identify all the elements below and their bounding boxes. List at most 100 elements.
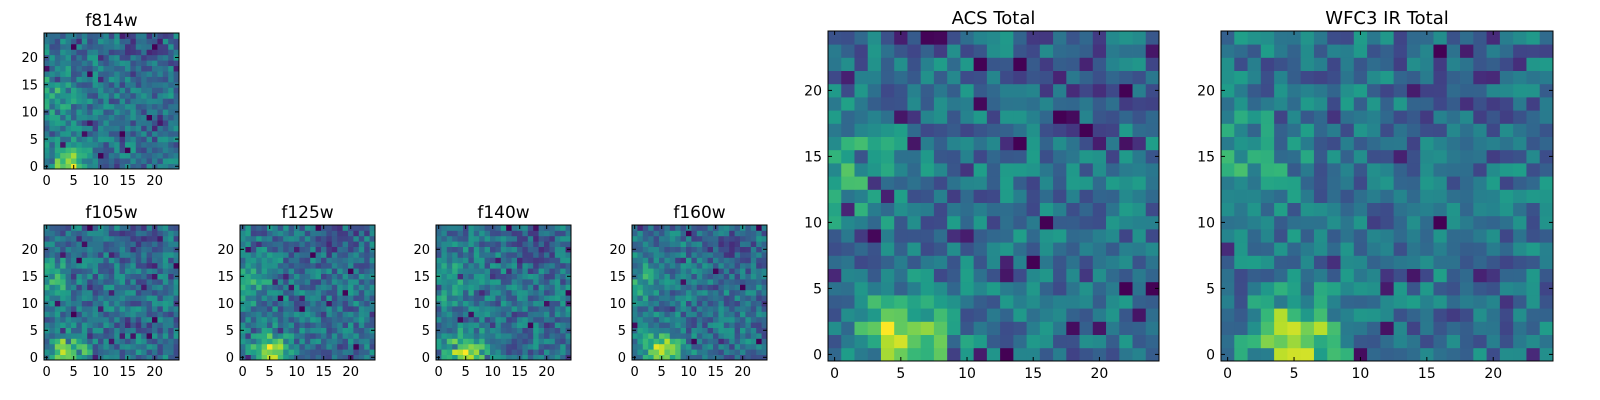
heatmap-cell xyxy=(108,141,115,148)
heatmap-cell xyxy=(463,252,469,258)
heatmap-cell xyxy=(294,306,300,312)
heatmap-cell xyxy=(1106,70,1120,85)
heatmap-cell xyxy=(152,252,158,258)
heatmap-cell xyxy=(173,43,180,50)
heatmap-cell xyxy=(680,235,687,242)
heatmap-cell xyxy=(261,257,268,264)
heatmap-cell xyxy=(544,322,550,328)
heatmap-cell xyxy=(1000,268,1014,283)
heatmap-cell xyxy=(680,289,687,296)
heatmap-cell xyxy=(1106,31,1120,45)
heatmap-cell xyxy=(369,349,376,355)
heatmap-cell xyxy=(740,306,746,312)
heatmap-cell xyxy=(723,333,730,339)
heatmap-cell xyxy=(1092,44,1107,58)
heatmap-cell xyxy=(119,125,126,132)
heatmap-cell xyxy=(1513,176,1527,190)
heatmap-cell xyxy=(44,316,50,323)
heatmap-cell xyxy=(245,306,252,312)
heatmap-cell xyxy=(92,60,99,67)
heatmap-cell xyxy=(1039,295,1054,309)
heatmap-cell xyxy=(675,343,681,350)
heatmap-cell xyxy=(146,273,153,280)
heatmap-cell xyxy=(98,158,104,164)
heatmap-cell xyxy=(310,338,316,345)
heatmap-cell xyxy=(92,225,99,231)
heatmap-cell xyxy=(81,225,88,231)
heatmap-cell xyxy=(250,284,257,291)
heatmap-cell xyxy=(261,273,268,280)
heatmap-cell xyxy=(162,268,169,274)
heatmap-cell xyxy=(65,136,72,143)
heatmap-cell xyxy=(1260,176,1275,190)
heatmap-cell xyxy=(1000,123,1014,137)
heatmap-cell xyxy=(65,338,72,345)
heatmap-cell xyxy=(348,322,354,328)
heatmap-cell xyxy=(272,284,279,291)
heatmap-cell xyxy=(653,306,660,312)
heatmap-cell xyxy=(168,225,174,231)
heatmap-cell xyxy=(675,279,681,285)
heatmap-cell xyxy=(511,338,518,345)
heatmap-cell xyxy=(173,125,180,132)
heatmap-cell xyxy=(750,268,757,274)
heatmap-cell xyxy=(1353,308,1368,322)
heatmap-cell xyxy=(173,295,180,301)
heatmap-cell xyxy=(718,300,725,307)
heatmap-cell xyxy=(256,333,262,339)
heatmap-cell xyxy=(81,268,88,274)
heatmap-cell xyxy=(484,311,491,318)
heatmap-cell xyxy=(544,241,550,247)
heatmap-cell xyxy=(103,130,110,137)
heatmap-cell xyxy=(310,295,316,301)
heatmap-cell xyxy=(272,349,279,355)
heatmap-cell xyxy=(1145,242,1160,256)
heatmap-cell xyxy=(1013,97,1027,111)
heatmap-cell xyxy=(1274,44,1288,58)
heatmap-cell xyxy=(463,279,469,285)
heatmap-cell xyxy=(331,257,338,264)
heatmap-cell xyxy=(60,54,66,61)
heatmap-cell xyxy=(920,44,935,58)
heatmap-cell xyxy=(173,284,180,291)
heatmap-cell xyxy=(560,246,566,253)
heatmap-cell xyxy=(734,300,741,307)
heatmap-cell xyxy=(1327,242,1341,256)
heatmap-cell xyxy=(1000,347,1014,362)
heatmap-cell xyxy=(1380,229,1395,243)
heatmap-cell xyxy=(511,225,518,231)
heatmap-cell xyxy=(1106,176,1120,190)
heatmap-cell xyxy=(342,338,349,345)
heatmap-cell xyxy=(44,235,50,242)
heatmap-cell xyxy=(713,268,719,274)
heatmap-cell xyxy=(331,262,338,269)
heatmap-cell xyxy=(702,235,708,242)
heatmap-cell xyxy=(130,333,137,339)
heatmap-cell xyxy=(1433,242,1448,256)
heatmap-cell xyxy=(854,308,869,322)
heatmap-cell xyxy=(828,242,842,256)
heatmap-cell xyxy=(500,257,507,264)
heatmap-cell xyxy=(1026,97,1041,111)
heatmap-cell xyxy=(103,241,110,247)
heatmap-cell xyxy=(1539,70,1554,85)
heatmap-cell xyxy=(907,136,922,151)
heatmap-cell xyxy=(315,327,322,334)
heatmap-cell xyxy=(135,71,142,77)
heatmap-cell xyxy=(986,308,1001,322)
heatmap-cell xyxy=(60,136,66,143)
heatmap-cell xyxy=(495,230,502,237)
heatmap-cell xyxy=(1433,215,1448,230)
heatmap-cell xyxy=(1145,255,1160,269)
heatmap-cell xyxy=(669,241,676,247)
heatmap-cell xyxy=(479,279,485,285)
heatmap-cell xyxy=(304,295,311,301)
heatmap-cell xyxy=(468,225,475,231)
heatmap-cell xyxy=(680,268,687,274)
heatmap-cell xyxy=(277,262,284,269)
heatmap-cell xyxy=(1433,110,1448,124)
heatmap-cell xyxy=(146,87,153,94)
heatmap-cell xyxy=(98,65,104,72)
heatmap-cell xyxy=(256,311,262,318)
heatmap-cell xyxy=(473,295,480,301)
